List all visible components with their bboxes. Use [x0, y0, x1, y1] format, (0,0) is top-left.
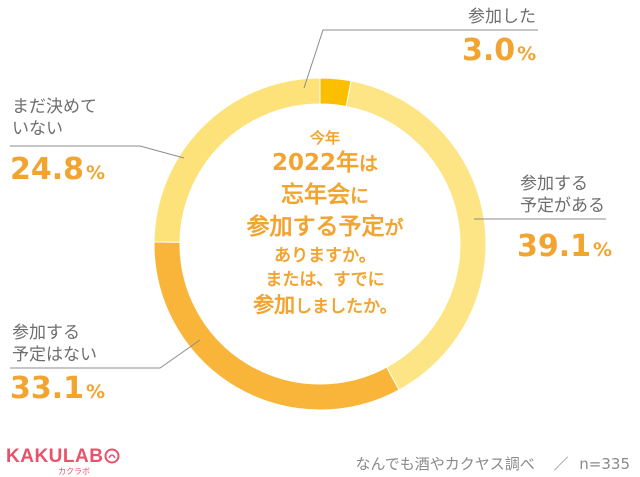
value-undecided: 24.8%: [10, 152, 106, 187]
leader-participated: [303, 29, 538, 89]
center-line-7: 参加しましたか。: [253, 293, 397, 317]
leader-undecided: [10, 145, 185, 159]
label-not-planning: 参加する 予定はない: [12, 323, 97, 365]
label-planning: 参加する 予定がある: [520, 174, 605, 216]
kakulabo-logo: KAKULAB カクラボ: [6, 446, 120, 476]
footer-source: なんでも酒やカクヤス調べ ／ n=335: [355, 453, 630, 474]
sample-size: n=335: [579, 455, 630, 473]
label-undecided: まだ決めて いない: [12, 97, 97, 139]
slice-participated: [319, 77, 352, 108]
center-line-1: 今年: [309, 129, 340, 147]
label-participated: 参加した: [468, 7, 536, 27]
center-line-5: ありますか。: [274, 246, 376, 266]
value-participated: 3.0%: [462, 33, 537, 68]
logo-text: KAKULAB: [6, 446, 104, 467]
logo-circle-icon: [104, 448, 120, 464]
value-not-planning: 33.1%: [10, 371, 106, 406]
center-line-6: または、すでに: [265, 270, 385, 290]
slice-undecided: [153, 77, 321, 243]
footer-separator: ／: [553, 455, 569, 473]
value-planning: 39.1%: [517, 229, 613, 264]
center-line-3: 忘年会に: [280, 182, 369, 208]
leader-not-planning: [10, 339, 201, 369]
center-question: 今年 2022年は 忘年会に 参加する予定が ありますか。 または、すでに 参加…: [210, 128, 440, 320]
center-line-4: 参加する予定が: [246, 214, 404, 240]
center-line-2: 2022年は: [271, 150, 379, 176]
source-text: なんでも酒やカクヤス調べ: [355, 455, 535, 473]
logo-subtext: カクラボ: [58, 467, 90, 476]
